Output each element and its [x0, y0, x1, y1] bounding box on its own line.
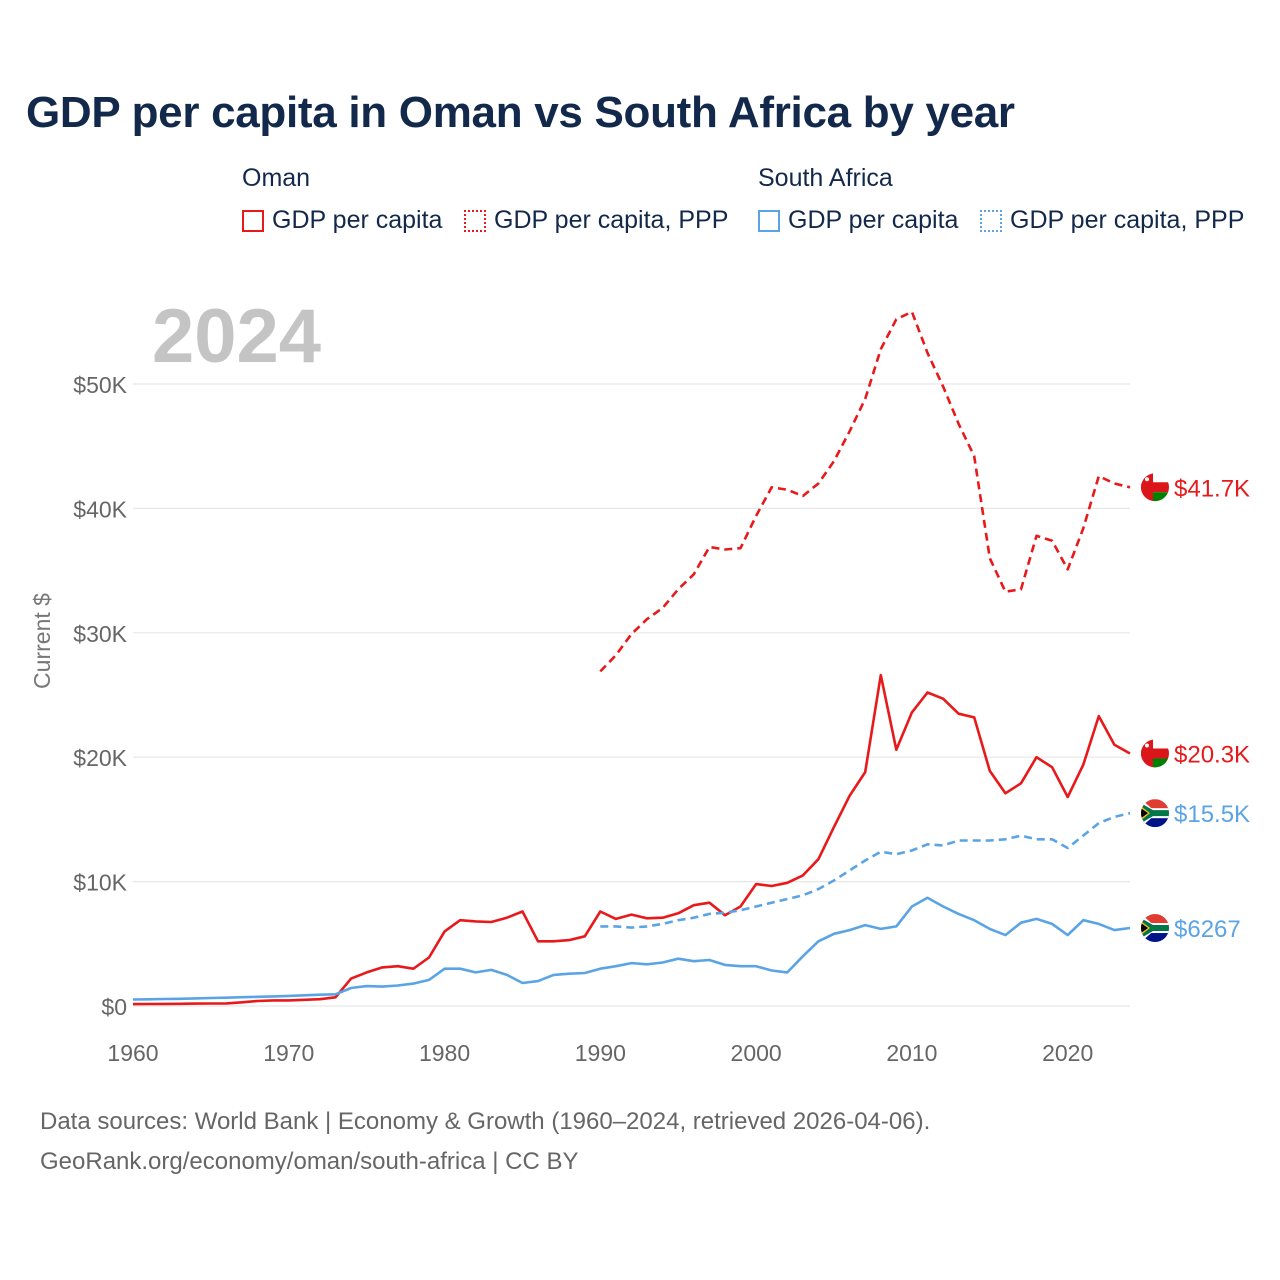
legend-swatch-dotted-icon: [980, 209, 1002, 232]
end-value-label: $20.3K: [1174, 741, 1250, 768]
oman-flag-icon: [1141, 739, 1169, 768]
legend-label: GDP per capita: [788, 206, 959, 234]
end-value-label: $15.5K: [1174, 801, 1250, 828]
legend-item-south-africa-gdp-ppp[interactable]: GDP per capita, PPP: [980, 206, 1244, 235]
line-chart: 2024 $0 $10K $20K $30K $40K $50K 1960 1970 1980…: [29, 294, 1250, 1066]
legend-label: GDP per capita, PPP: [1010, 206, 1245, 234]
series-line-south-africa-gdp-per-capita-ppp[interactable]: [600, 811, 1131, 929]
series-line-oman-gdp-per-capita[interactable]: [132, 673, 1131, 1006]
south-africa-flag-icon: [1141, 799, 1169, 828]
x-tick-label: 1990: [575, 1040, 626, 1066]
legend-item-south-africa-gdp[interactable]: GDP per capita: [758, 206, 958, 235]
x-tick-label: 1960: [107, 1040, 158, 1066]
y-tick-label: $0: [101, 994, 127, 1020]
end-value-label: $6267: [1174, 916, 1241, 943]
year-watermark: 2024: [152, 294, 321, 379]
data-source-note: Data sources: World Bank | Economy & Gro…: [40, 1108, 931, 1135]
x-tick-label: 2000: [731, 1040, 782, 1066]
end-value-label: $41.7K: [1174, 475, 1250, 502]
legend-label: GDP per capita, PPP: [494, 206, 729, 234]
legend-label: GDP per capita: [272, 206, 443, 234]
series-line-oman-gdp-per-capita-ppp[interactable]: [599, 310, 1131, 673]
y-axis-label: Current $: [29, 593, 55, 689]
legend-item-oman-gdp[interactable]: GDP per capita: [242, 206, 442, 235]
x-tick-label: 2020: [1042, 1040, 1093, 1066]
legend-country-oman: Oman: [242, 164, 311, 192]
series-line-south-africa-gdp-per-capita[interactable]: [132, 896, 1131, 1001]
legend-group-oman: Oman GDP per capita GDP per capita, PPP: [242, 164, 732, 244]
oman-flag-icon: [1141, 473, 1169, 502]
legend-group-south-africa: South Africa GDP per capita GDP per capi…: [758, 164, 1258, 244]
x-tick-label: 1970: [263, 1040, 314, 1066]
south-africa-flag-icon: [1141, 914, 1169, 943]
y-tick-label: $20K: [73, 745, 127, 771]
y-tick-label: $50K: [73, 372, 127, 398]
source-url[interactable]: GeoRank.org/economy/oman/south-africa | …: [40, 1148, 579, 1175]
legend-swatch-solid-icon: [758, 209, 780, 232]
chart-title: GDP per capita in Oman vs South Africa b…: [26, 88, 1015, 137]
legend-country-south-africa: South Africa: [758, 164, 893, 192]
legend-swatch-dotted-icon: [464, 209, 486, 232]
y-tick-label: $30K: [73, 621, 127, 647]
x-tick-label: 1980: [419, 1040, 470, 1066]
x-tick-label: 2010: [886, 1040, 937, 1066]
y-tick-label: $10K: [73, 870, 127, 896]
y-tick-label: $40K: [73, 496, 127, 522]
legend-swatch-solid-icon: [242, 209, 264, 232]
legend-item-oman-gdp-ppp[interactable]: GDP per capita, PPP: [464, 206, 728, 235]
